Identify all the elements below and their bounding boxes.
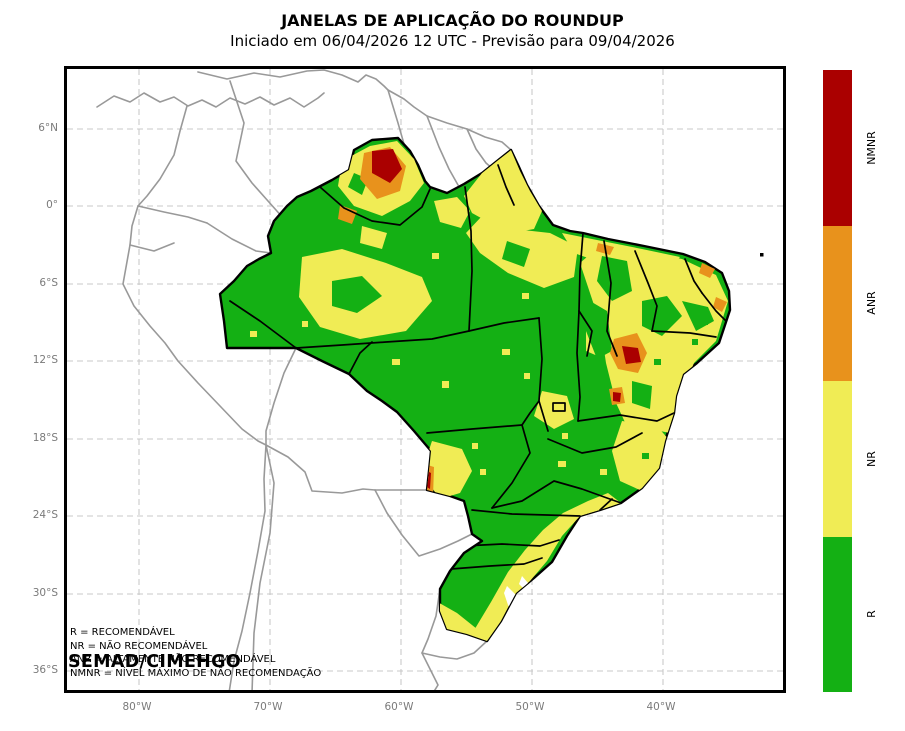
x-tick-40w: 40°W: [646, 701, 676, 713]
x-tick-70w: 70°W: [253, 701, 283, 713]
y-tick-6n: 6°N: [38, 122, 58, 134]
colorbar-segment-r: [823, 536, 852, 692]
y-tick-0: 0°: [46, 199, 58, 211]
legend-line-nr: NR = NÃO RECOMENDÁVEL: [70, 640, 208, 652]
colorbar-label-r: R: [865, 610, 878, 618]
y-tick-12s: 12°S: [32, 354, 58, 366]
colorbar-label-anr: ANR: [865, 291, 878, 315]
figure-title: JANELAS DE APLICAÇÃO DO ROUNDUP: [281, 11, 624, 30]
x-tick-50w: 50°W: [515, 701, 545, 713]
watermark: SEMAD/CIMEHGO: [68, 652, 241, 672]
x-tick-80w: 80°W: [122, 701, 152, 713]
category-legend: R = RECOMENDÁVEL NR = NÃO RECOMENDÁVEL A…: [70, 626, 321, 680]
map-canvas: [67, 69, 783, 690]
state-borders: [229, 164, 727, 570]
colorbar-segment-nr: [823, 381, 852, 537]
island-dot: [760, 253, 764, 257]
map-panel: [64, 66, 786, 693]
legend-line-nmnr: NMNR = NÍVEL MÁXIMO DE NÃO RECOMENDAÇÃO: [70, 667, 322, 679]
y-tick-6s: 6°S: [39, 277, 58, 289]
colorbar-label-nr: NR: [865, 451, 878, 467]
colorbar-segment-nmnr: [823, 70, 852, 226]
y-tick-24s: 24°S: [32, 509, 58, 521]
y-tick-18s: 18°S: [32, 432, 58, 444]
neighbor-country-borders: [96, 69, 512, 690]
r-islands: [332, 173, 714, 459]
x-tick-60w: 60°W: [384, 701, 414, 713]
colorbar: [823, 70, 852, 692]
y-tick-30s: 30°S: [32, 587, 58, 599]
y-tick-36s: 36°S: [32, 664, 58, 676]
colorbar-segment-anr: [823, 225, 852, 381]
legend-line-anr: ANR = ALTAMENTE NÃO RECOMENDÁVEL: [70, 654, 276, 665]
legend-line-r: R = RECOMENDÁVEL: [70, 627, 175, 638]
colorbar-label-nmnr: NMNR: [865, 131, 878, 165]
figure-subtitle: Iniciado em 06/04/2026 12 UTC - Previsão…: [230, 32, 675, 50]
